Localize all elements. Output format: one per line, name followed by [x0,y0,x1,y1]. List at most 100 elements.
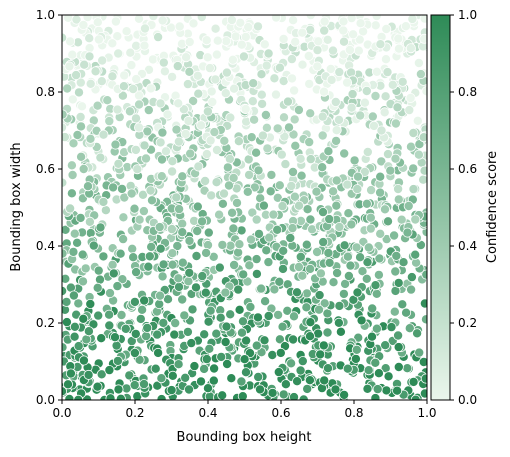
scatter-point [78,276,89,287]
scatter-point [66,188,77,199]
scatter-point [209,127,220,138]
scatter-point [352,184,363,195]
scatter-point [78,313,89,324]
scatter-point [157,127,168,138]
scatter-point [117,183,128,194]
scatter-point [107,259,118,270]
scatter-point [317,207,328,218]
scatter-point [297,356,308,367]
scatter-point [304,375,315,386]
scatter-point [253,228,264,239]
scatter-point [375,39,386,50]
scatter-point [252,312,263,323]
scatter-point [217,198,228,209]
scatter-point [405,43,416,54]
scatter-point [304,137,315,148]
scatter-point [75,77,86,88]
scatter-point [167,248,178,259]
scatter-point [289,392,299,400]
scatter-point [98,129,109,140]
scatter-point [65,368,76,379]
scatter-point [90,66,101,77]
scatter-point [110,16,121,27]
scatter-point [210,23,221,34]
scatter-point [379,107,390,118]
scatter-point [323,247,334,258]
scatter-point [355,110,366,121]
scatter-point [132,164,143,175]
scatter-point [236,39,247,50]
scatter-point [115,393,126,400]
scatter-point [204,343,215,354]
scatter-point [92,100,103,111]
scatter-point [147,54,158,65]
scatter-point [256,89,267,100]
scatter-point [155,243,166,254]
y-axis-label: Bounding box width [9,142,24,271]
scatter-point [323,146,334,157]
scatter-point [258,200,269,211]
scatter-point [112,281,123,292]
scatter-point [372,384,383,395]
scatter-point [237,316,248,327]
scatter-point [263,310,274,321]
scatter-point [414,139,425,150]
scatter-point [419,33,427,44]
scatter-point [179,310,190,321]
scatter-point [342,77,353,88]
scatter-point [266,169,277,180]
x-tick-label: 0.2 [125,406,144,420]
scatter-point [361,198,372,209]
scatter-point [283,122,294,133]
scatter-point [156,373,167,384]
scatter-point [342,179,353,190]
scatter-point [217,390,228,400]
scatter-point [157,271,168,282]
scatter-point [158,57,169,68]
scatter-point [93,34,104,45]
scatter-point [130,113,141,124]
scatter-point [95,152,106,163]
scatter-point [322,327,333,338]
scatter-point [133,122,144,133]
scatter-point [187,304,198,315]
scatter-point [221,321,232,332]
scatter-point [251,254,262,265]
scatter-point [62,109,68,120]
scatter-point [110,139,121,150]
scatter-point [196,15,207,22]
scatter-point [393,194,404,205]
scatter-point [276,149,287,160]
scatter-point [62,224,71,235]
scatter-point [288,311,299,322]
scatter-point [382,67,393,78]
scatter-point [280,379,291,390]
scatter-point [249,182,260,193]
scatter-point [257,130,268,141]
scatter-point [129,347,140,358]
scatter-point [295,365,306,376]
colorbar-label: Confidence score [485,151,500,263]
scatter-point [289,114,300,125]
scatter-point [233,136,244,147]
scatter-point [381,385,392,396]
scatter-point [289,85,300,96]
scatter-point [362,257,373,268]
scatter-point [340,278,351,289]
scatter-point [370,280,381,291]
y-tick-label: 0.2 [36,316,55,330]
scatter-point [408,184,419,195]
scatter-point [334,300,345,311]
scatter-point [67,94,78,105]
scatter-point [172,240,183,251]
scatter-point [326,74,337,85]
scatter-point [264,232,275,243]
scatter-point [241,335,252,346]
scatter-point [402,363,413,374]
scatter-point [239,354,250,365]
scatter-point [287,166,298,177]
scatter-point [211,177,222,188]
scatter-point [83,326,94,337]
scatter-point [297,59,308,70]
scatter-point [260,110,271,121]
